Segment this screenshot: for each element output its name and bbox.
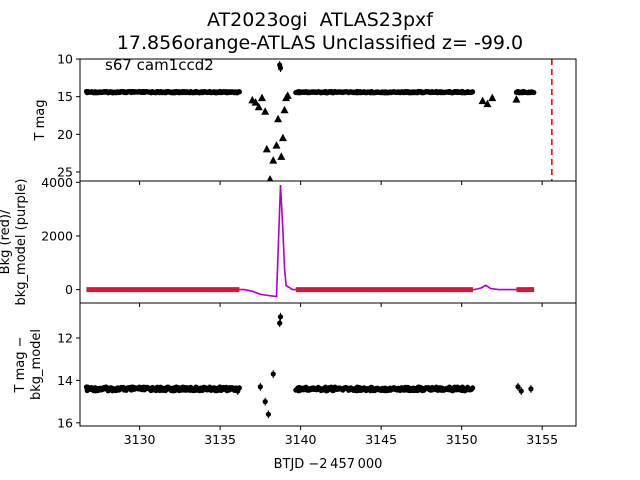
data-point bbox=[470, 89, 476, 95]
data-point bbox=[277, 314, 284, 320]
axes-frame bbox=[79, 180, 577, 304]
data-point bbox=[531, 89, 537, 96]
y-axis-label: T mag bbox=[33, 100, 48, 142]
x-axis-label: BTJD −2 457 000 bbox=[274, 457, 383, 472]
upper-limit-triangle bbox=[261, 107, 270, 115]
camera-annotation: s67 cam1ccd2 bbox=[105, 56, 214, 74]
upper-limit-triangle bbox=[283, 91, 292, 99]
y-axis-label-line1: Bkg (red)/ bbox=[0, 209, 13, 274]
y-tick-label: 2000 bbox=[41, 228, 73, 243]
upper-limit-triangle bbox=[483, 99, 492, 108]
y-tick-label: 16 bbox=[57, 415, 73, 430]
upper-limit-triangle bbox=[280, 105, 289, 114]
plot-area bbox=[86, 184, 535, 298]
upper-limit-triangle bbox=[251, 98, 260, 106]
axes-frame bbox=[79, 302, 577, 427]
data-point bbox=[277, 320, 283, 326]
upper-limit-triangle bbox=[272, 141, 281, 149]
data-point bbox=[265, 411, 272, 417]
data-point bbox=[470, 385, 476, 391]
x-tick-label: 3145 bbox=[365, 432, 397, 447]
data-point bbox=[262, 399, 268, 405]
upper-limit-triangle bbox=[278, 133, 287, 142]
data-point bbox=[528, 386, 534, 392]
upper-limit-triangle bbox=[478, 96, 487, 105]
data-point bbox=[518, 388, 524, 394]
axes-frame bbox=[79, 58, 577, 182]
panel-middle-background: 0 2000 4000 Bkg (red)/bkg_model (purple) bbox=[0, 175, 577, 307]
y-axis-label-line2: bkg_model bbox=[29, 329, 44, 400]
x-tick-label: 3150 bbox=[446, 432, 478, 447]
upper-limit-triangle bbox=[257, 93, 266, 102]
y-axis-label-line2: bkg_model (purple) bbox=[14, 179, 29, 306]
y-tick-label: 25 bbox=[57, 164, 73, 179]
data-point bbox=[270, 371, 276, 377]
chart-title-line2: 17.856orange-ATLAS Unclassified z= -99.0 bbox=[116, 32, 524, 54]
x-tick-label: 3155 bbox=[526, 432, 558, 447]
data-point bbox=[515, 384, 521, 390]
data-point bbox=[277, 65, 284, 71]
upper-limit-triangle bbox=[266, 174, 274, 181]
panel-top-mag: 10 15 20 25 T mag s67 cam1ccd2 bbox=[33, 52, 577, 185]
plot-area bbox=[83, 312, 534, 419]
y-tick-label: 15 bbox=[57, 89, 73, 104]
chart-title-line1: AT2023ogi ATLAS23pxf bbox=[207, 9, 433, 31]
y-tick-label: 14 bbox=[57, 373, 73, 388]
upper-limit-triangle bbox=[277, 152, 286, 160]
plot-area bbox=[83, 61, 537, 181]
upper-limit-triangle bbox=[262, 144, 271, 153]
x-tick-label: 3135 bbox=[204, 432, 236, 447]
y-axis-label-line1: T mag − bbox=[13, 337, 28, 394]
data-point bbox=[236, 89, 242, 95]
y-tick-label: 20 bbox=[57, 127, 73, 142]
series-bkg-model-line bbox=[86, 184, 535, 298]
upper-limit-triangle bbox=[269, 156, 278, 164]
upper-limit-triangle bbox=[254, 102, 263, 111]
x-tick-label: 3130 bbox=[124, 432, 156, 447]
y-tick-label: 0 bbox=[65, 282, 73, 297]
y-tick-label: 12 bbox=[57, 330, 73, 345]
panel-bottom-mag-minus-bkg: 12 14 16 3130 3135 3140 3145 3150 3155 T mag − bkg… bbox=[13, 302, 577, 447]
y-tick-label: 4000 bbox=[41, 175, 73, 190]
upper-limit-triangle bbox=[488, 93, 497, 102]
data-point bbox=[257, 384, 263, 390]
x-tick-label: 3140 bbox=[285, 432, 317, 447]
data-point bbox=[235, 388, 241, 394]
y-tick-label: 10 bbox=[57, 52, 73, 67]
upper-limit-triangle bbox=[274, 114, 283, 123]
upper-limit-triangle bbox=[512, 95, 521, 103]
